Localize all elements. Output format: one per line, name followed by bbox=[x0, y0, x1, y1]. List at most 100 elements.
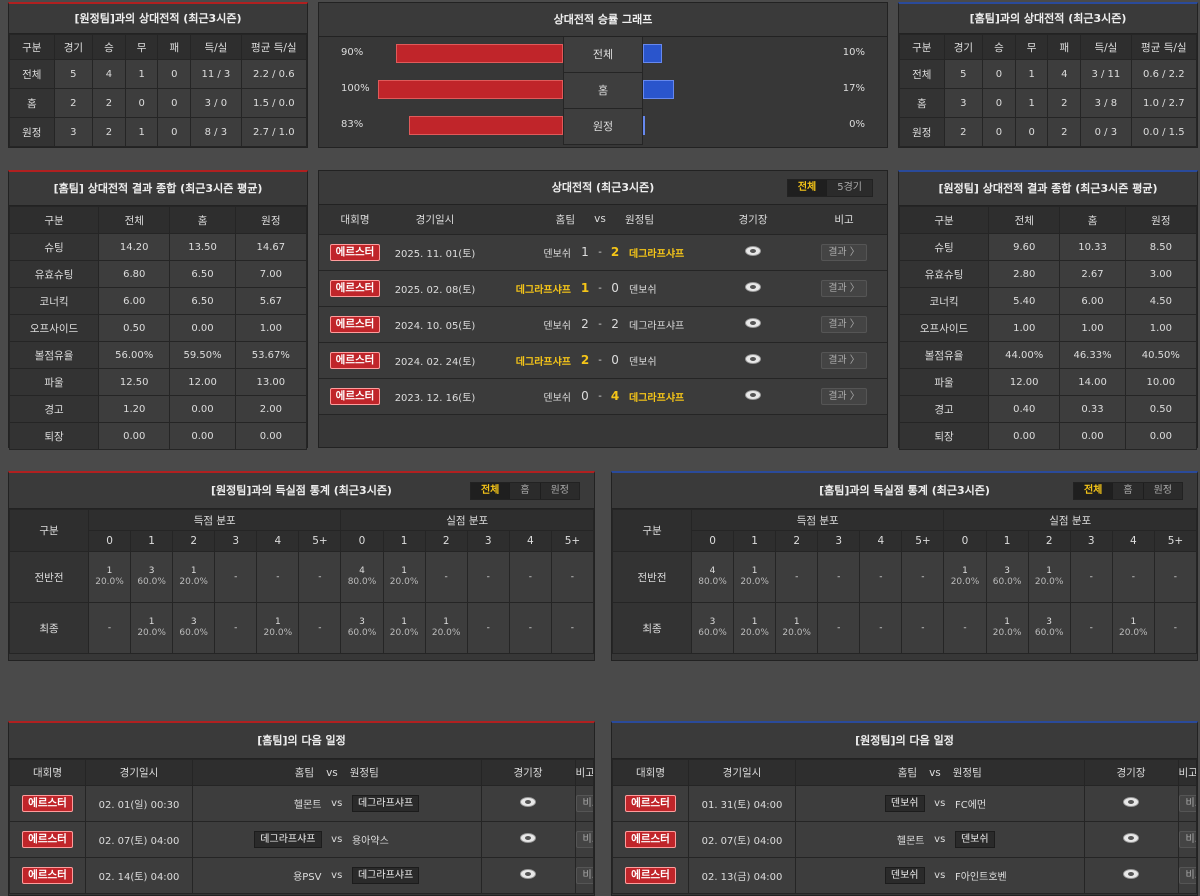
result-button[interactable]: 결과 〉 bbox=[821, 243, 867, 261]
compare-button[interactable]: 비교 〉 bbox=[1178, 795, 1196, 812]
compare-button[interactable]: 비교 〉 bbox=[1178, 831, 1196, 848]
away-score: 0 bbox=[605, 341, 626, 379]
row-label: 오프사이드 bbox=[898, 314, 990, 342]
tab-option-1[interactable]: 5경기 bbox=[826, 180, 872, 196]
match-date: 2024. 02. 24(토) bbox=[391, 341, 479, 379]
score-separator: - bbox=[595, 269, 605, 307]
home-team-name: 헬몬트 bbox=[896, 836, 925, 847]
cell-value: 0 bbox=[1014, 117, 1049, 147]
tab-option-1[interactable]: 홈 bbox=[1112, 483, 1142, 499]
venue-cell bbox=[1083, 821, 1179, 858]
goal-count-header: 0 bbox=[943, 530, 987, 552]
league-badge[interactable]: 에르스터 bbox=[329, 279, 381, 297]
result-button[interactable]: 결과 〉 bbox=[821, 279, 867, 297]
goal-count: 1 bbox=[1130, 617, 1137, 627]
cell-value: 3 bbox=[53, 117, 94, 147]
cell-value: 14.67 bbox=[234, 233, 308, 261]
league-badge[interactable]: 에르스터 bbox=[625, 795, 676, 812]
compare-button[interactable]: 비교 〉 bbox=[575, 831, 593, 848]
result-button[interactable]: 결과 〉 bbox=[821, 387, 867, 405]
goals-row: 전반전 1 20.0% 3 60.0% 1 20.0% - - -4 80.0% 1 20.0% - - - - bbox=[9, 551, 595, 603]
stadium-icon[interactable] bbox=[745, 245, 762, 256]
goal-count: 1 bbox=[401, 566, 407, 576]
vs-label: vs bbox=[327, 785, 346, 822]
compare-button[interactable]: 비교 〉 bbox=[575, 867, 593, 884]
league-badge[interactable]: 에르스터 bbox=[22, 831, 73, 848]
col-header: 전체 bbox=[98, 206, 171, 234]
row-label: 코너킥 bbox=[898, 287, 990, 315]
goal-count-header: 2 bbox=[424, 530, 468, 552]
goal-count: 1 bbox=[1046, 566, 1053, 576]
tab-all[interactable]: 전체 bbox=[787, 180, 827, 196]
home-team: 덴보쉬 bbox=[795, 857, 931, 894]
away-team: 데그라프샤프 bbox=[345, 857, 482, 894]
goal-percent: 20.0% bbox=[137, 628, 166, 638]
league-cell: 에르스터 bbox=[319, 377, 391, 415]
graph-row-label: 전체 bbox=[563, 37, 643, 73]
stadium-icon[interactable] bbox=[1123, 797, 1139, 807]
stadium-icon[interactable] bbox=[520, 869, 536, 879]
goal-count-header: 1 bbox=[130, 530, 174, 552]
home-winrate-bar bbox=[396, 44, 563, 63]
league-badge[interactable]: 에르스터 bbox=[22, 867, 73, 884]
tab-option-2[interactable]: 원정 bbox=[1142, 483, 1182, 499]
tab-all[interactable]: 전체 bbox=[1073, 483, 1113, 499]
cell-value: 2.80 bbox=[988, 260, 1061, 288]
summary-away-table: 구분 전체 홈 원정 슈팅 9.60 10.33 8.50 유효슈팅 2.80 2.67 3.00 코너… bbox=[898, 206, 1198, 450]
distribution-cell: - bbox=[1111, 551, 1155, 603]
note-cell: 비교 〉 bbox=[1177, 785, 1197, 822]
league-badge[interactable]: 에르스터 bbox=[22, 795, 73, 812]
league-badge[interactable]: 에르스터 bbox=[329, 315, 381, 333]
result-button[interactable]: 결과 〉 bbox=[821, 315, 867, 333]
table-row: 슈팅 14.20 13.50 14.67 bbox=[8, 233, 308, 261]
table-row: 퇴장 0.00 0.00 0.00 bbox=[8, 422, 308, 450]
goal-count: - bbox=[318, 571, 322, 582]
distribution-cell: 4 80.0% bbox=[690, 551, 735, 603]
away-score: 4 bbox=[605, 377, 626, 415]
league-cell: 에르스터 bbox=[612, 785, 689, 822]
cell-value: 1 bbox=[1014, 88, 1049, 118]
league-badge[interactable]: 에르스터 bbox=[625, 867, 676, 884]
cell-value: 0.40 bbox=[988, 395, 1061, 423]
stadium-icon[interactable] bbox=[745, 353, 762, 364]
graph-row-label: 홈 bbox=[563, 73, 643, 109]
cell-value: 44.00% bbox=[988, 341, 1061, 369]
goal-count-header: 5+ bbox=[1153, 530, 1198, 552]
stadium-icon[interactable] bbox=[745, 281, 762, 292]
stadium-icon[interactable] bbox=[520, 833, 536, 843]
cell-value: 2 bbox=[92, 117, 126, 147]
tab-all[interactable]: 전체 bbox=[470, 483, 510, 499]
compare-button[interactable]: 비교 〉 bbox=[1178, 867, 1196, 884]
stadium-icon[interactable] bbox=[745, 317, 762, 328]
h2h-matches-table: 대회명 경기일시 홈팀 vs 원정팀 경기장 비고 에르스터 2025. 11. 01(토) 덴보… bbox=[319, 205, 888, 415]
note-cell: 비교 〉 bbox=[574, 785, 594, 822]
summary-home-panel: [홈팀] 상대전적 결과 종합 (최근3시즌 평균) 구분 전체 홈 원정 슈팅 14.2… bbox=[8, 170, 308, 450]
tab-option-1[interactable]: 홈 bbox=[509, 483, 539, 499]
result-button[interactable]: 결과 〉 bbox=[821, 351, 867, 369]
row-label: 슈팅 bbox=[8, 233, 100, 261]
col-header: 경기장 bbox=[480, 759, 576, 786]
distribution-cell: - bbox=[1153, 551, 1198, 603]
league-badge[interactable]: 에르스터 bbox=[625, 831, 676, 848]
stadium-icon[interactable] bbox=[520, 797, 536, 807]
distribution-cell: - bbox=[859, 551, 903, 603]
cell-value: 0 bbox=[157, 59, 192, 89]
table-row: 파울 12.50 12.00 13.00 bbox=[8, 368, 308, 396]
match-date: 01. 31(토) 04:00 bbox=[688, 785, 796, 822]
stadium-icon[interactable] bbox=[1123, 833, 1139, 843]
league-badge[interactable]: 에르스터 bbox=[329, 351, 381, 369]
goal-percent: 20.0% bbox=[992, 628, 1022, 638]
tab-option-2[interactable]: 원정 bbox=[539, 483, 579, 499]
compare-button[interactable]: 비교 〉 bbox=[575, 795, 593, 812]
stadium-icon[interactable] bbox=[745, 389, 762, 400]
table-row: 코너킥 6.00 6.50 5.67 bbox=[8, 287, 308, 315]
cell-value: 0 bbox=[157, 117, 192, 147]
league-badge[interactable]: 에르스터 bbox=[329, 243, 381, 261]
cell-value: 1.0 / 2.7 bbox=[1130, 88, 1198, 118]
distribution-cell: - bbox=[817, 602, 861, 654]
cell-value: 2.67 bbox=[1059, 260, 1126, 288]
league-badge[interactable]: 에르스터 bbox=[329, 387, 381, 405]
table-row: 경고 0.40 0.33 0.50 bbox=[898, 395, 1198, 423]
row-label: 경고 bbox=[898, 395, 990, 423]
stadium-icon[interactable] bbox=[1123, 869, 1139, 879]
